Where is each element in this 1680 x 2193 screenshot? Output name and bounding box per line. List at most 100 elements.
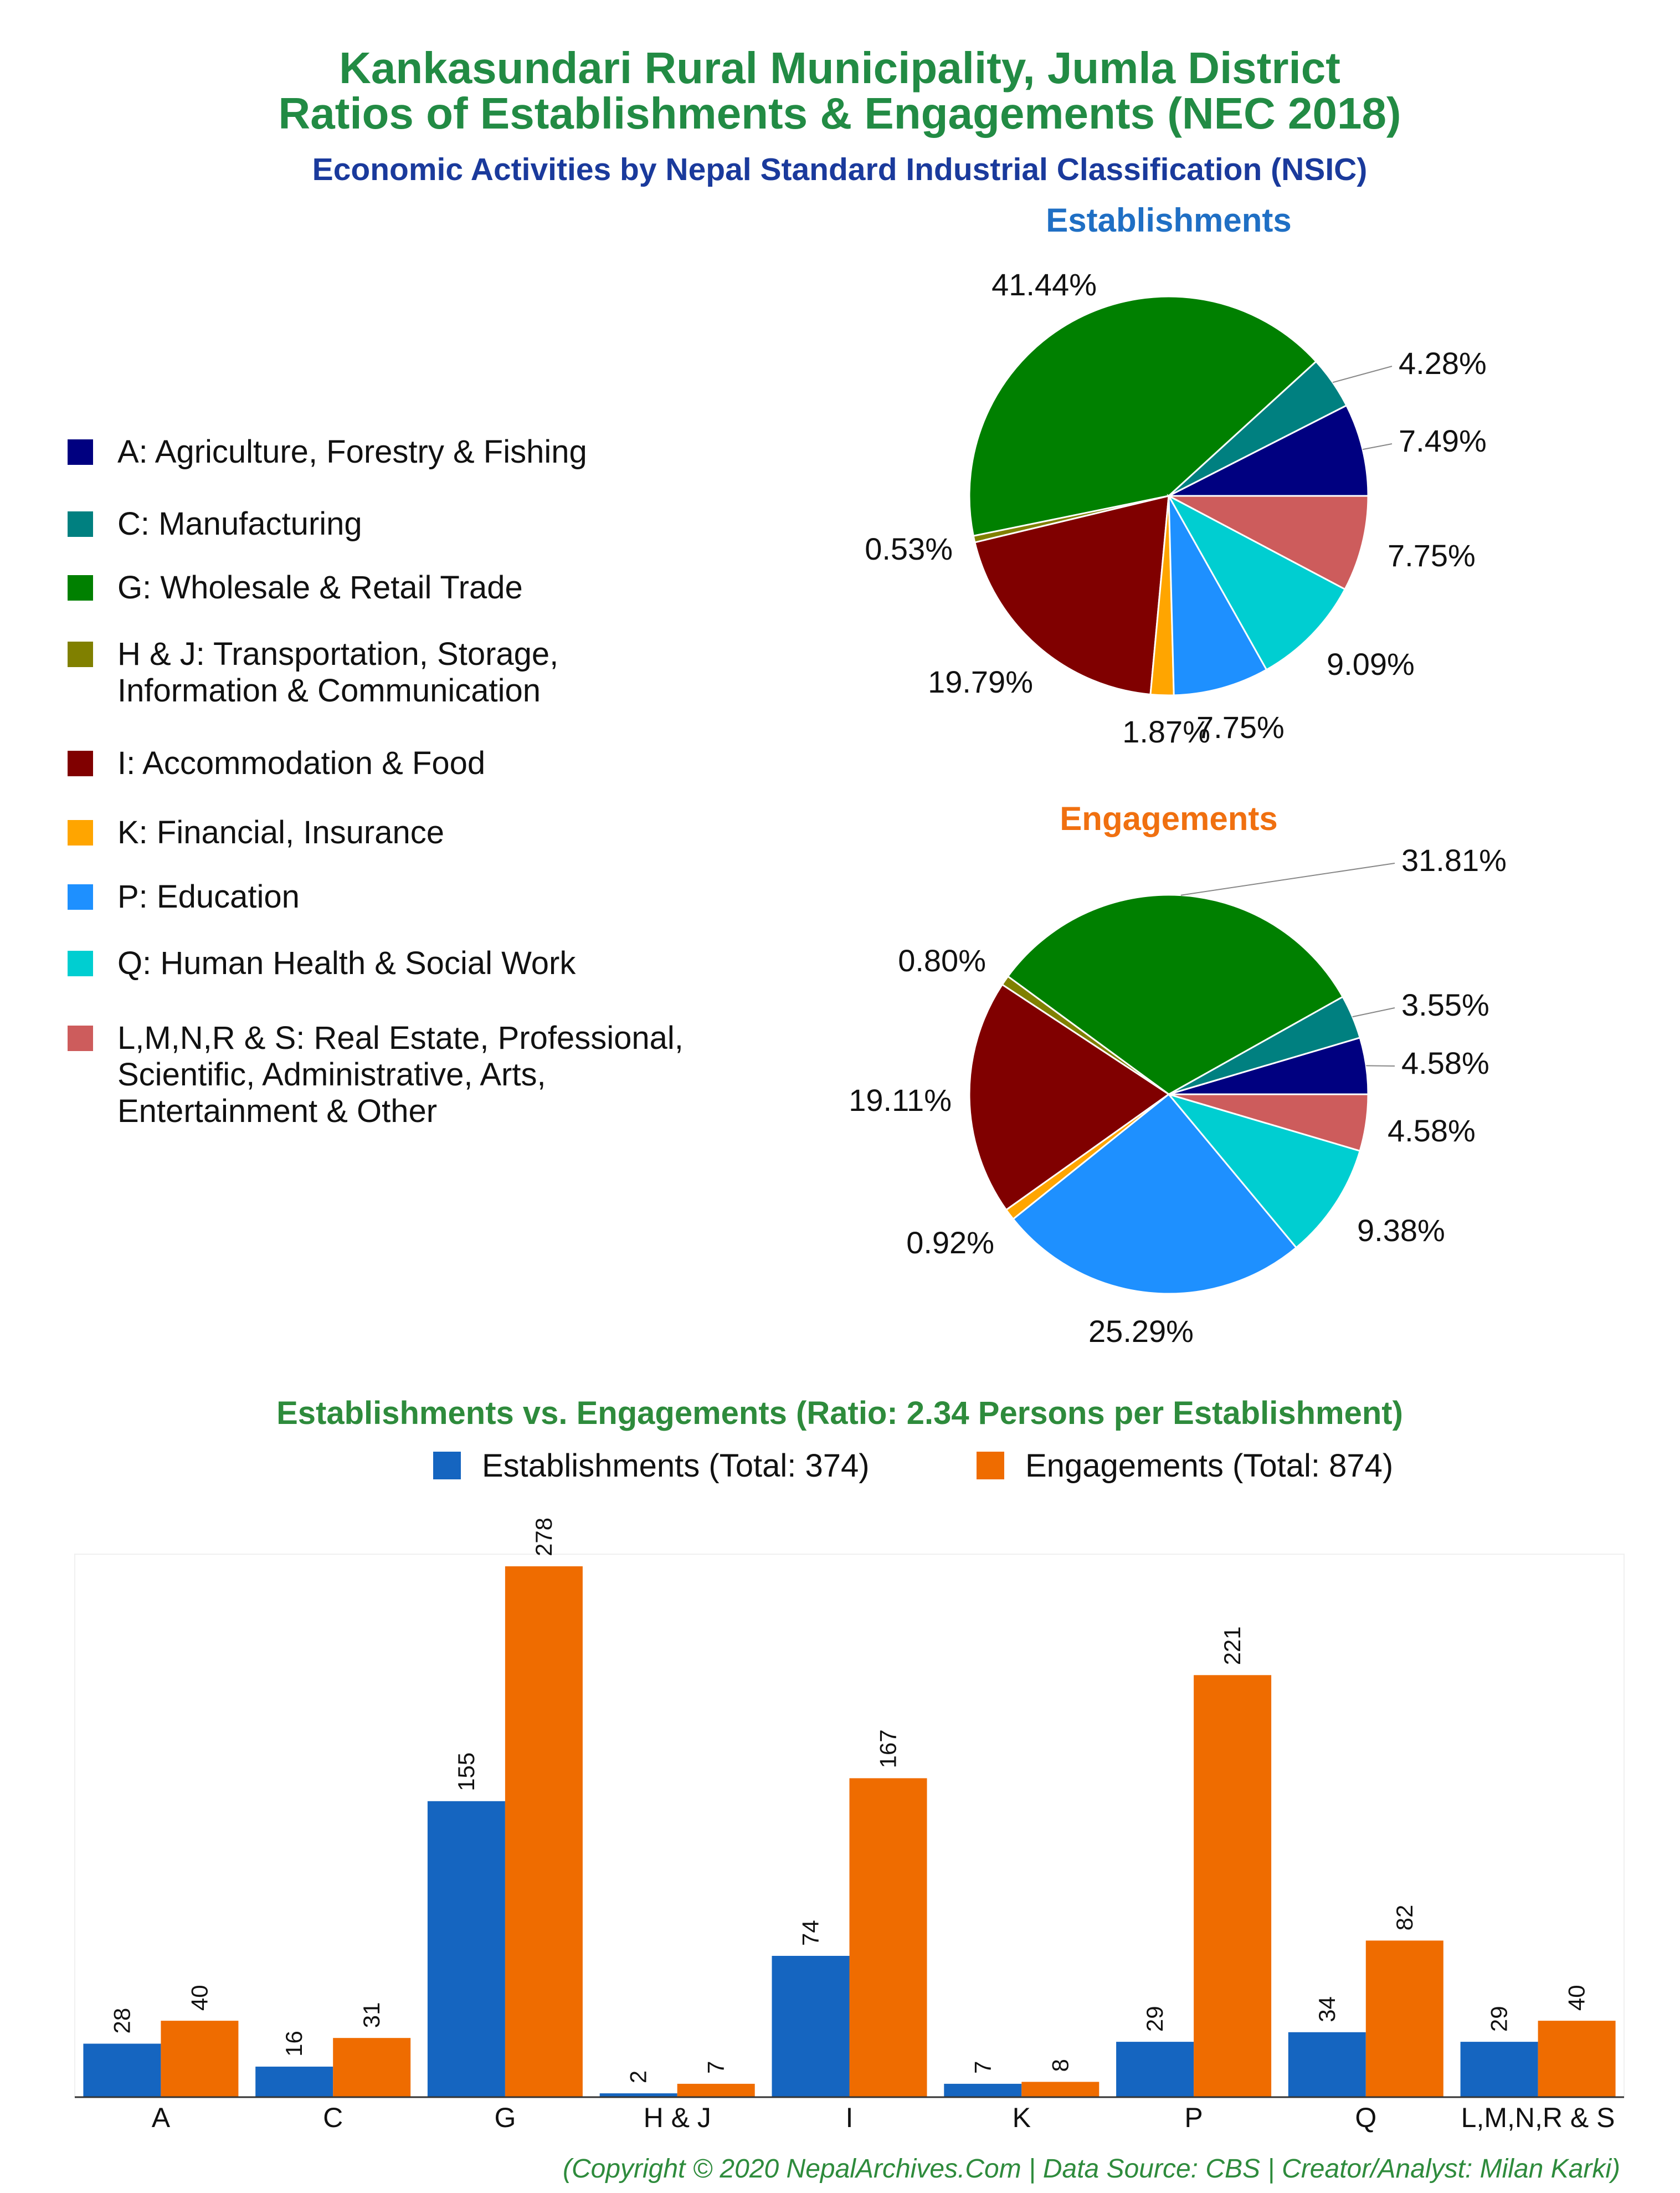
pie-slice-label: 3.55%: [1401, 987, 1489, 1022]
chart-title-line1: Kankasundari Rural Municipality, Jumla D…: [339, 43, 1340, 93]
pie-establishments: 7.49%4.28%41.44%0.53%19.79%1.87%7.75%9.0…: [865, 267, 1487, 749]
bar-value-label: 40: [1564, 1985, 1590, 2011]
pie-slice: [974, 495, 1170, 696]
legend-swatch: [68, 511, 93, 537]
legend: A: Agriculture, Forestry & Fishing C: Man…: [68, 434, 684, 1129]
bar-value-label: 16: [281, 2031, 307, 2057]
bar-value-label: 40: [186, 1985, 212, 2011]
pie-slice-label: 41.44%: [991, 267, 1097, 302]
bar: [1365, 1940, 1443, 2097]
pie-slice-label: 7.75%: [1196, 710, 1285, 745]
bar: [1460, 2042, 1538, 2097]
legend-item: K: Financial, Insurance: [68, 814, 444, 850]
legend-swatch: [68, 642, 93, 667]
bar-legend-item: Engagements (Total: 874): [977, 1448, 1393, 1484]
bar-value-label: 167: [875, 1729, 901, 1768]
bar-legend-item: Establishments (Total: 374): [433, 1448, 870, 1484]
legend-swatch: [68, 439, 93, 465]
pie-slice: [1168, 1093, 1369, 1152]
pie-slice: [1166, 1093, 1362, 1249]
legend-label: Entertainment & Other: [117, 1093, 437, 1129]
legend-label: Scientific, Administrative, Arts,: [117, 1057, 546, 1093]
legend-label: C: Manufacturing: [117, 506, 362, 542]
legend-item: H & J: Transportation, Storage,Informati…: [68, 636, 558, 709]
legend-label: I: Accommodation & Food: [117, 745, 485, 781]
pie-leader-line: [1332, 366, 1393, 383]
footer-credits: (Copyright © 2020 NepalArchives.Com | Da…: [563, 2154, 1620, 2184]
chart-subtitle: Economic Activities by Nepal Standard In…: [312, 152, 1368, 187]
pie-leader-line: [1366, 1065, 1395, 1067]
bar: [1538, 2021, 1616, 2097]
bar-legend-label: Engagements (Total: 874): [1025, 1448, 1393, 1484]
pie-engagements-title: Engagements: [1060, 800, 1277, 837]
bar-value-label: 221: [1219, 1626, 1245, 1665]
pie-slice-label: 31.81%: [1401, 843, 1507, 878]
bar: [1116, 2042, 1194, 2097]
legend-item: A: Agriculture, Forestry & Fishing: [68, 434, 587, 470]
legend-swatch: [68, 1026, 93, 1051]
bar-value-label: 2: [625, 2071, 651, 2083]
x-tick-label: A: [152, 2102, 171, 2133]
legend-item: L,M,N,R & S: Real Estate, Professional,S…: [68, 1020, 684, 1129]
pie-slice-label: 0.80%: [898, 943, 986, 978]
bar-value-label: 278: [531, 1518, 557, 1556]
pie-slice-label: 9.38%: [1357, 1213, 1445, 1248]
bar-value-label: 155: [453, 1753, 479, 1791]
pie-leader-line: [1352, 1007, 1395, 1018]
pie-slice: [1012, 1093, 1298, 1295]
legend-label: Information & Communication: [117, 673, 541, 709]
bar-legend-swatch: [977, 1452, 1004, 1479]
x-tick-label: K: [1013, 2102, 1031, 2133]
pie-slice-label: 0.92%: [906, 1225, 994, 1260]
bar-legend-swatch: [433, 1452, 461, 1479]
pie-engagements: 4.58% 3.55% 31.81% 0.80% 19.11% 0.92% 25.29% 9.…: [849, 843, 1507, 1349]
bar-chart-title: Establishments vs. Engagements (Ratio: 2…: [276, 1395, 1403, 1431]
legend-swatch: [68, 751, 93, 776]
legend-swatch: [68, 884, 93, 910]
bar-chart: 28 40 A 16 31 C 155 278 G 2 7 H & J 74 167 I 7 8 K 29 221 P 3…: [74, 1518, 1625, 2133]
x-tick-label: L,M,N,R & S: [1461, 2102, 1615, 2133]
pie-slice-label: 4.58%: [1388, 1113, 1476, 1148]
bar: [677, 2083, 755, 2097]
chart-title-line2: Ratios of Establishments & Engagements (…: [278, 89, 1401, 138]
legend-swatch: [68, 951, 93, 976]
pie-slice: [968, 295, 1318, 537]
bar-value-label: 8: [1047, 2059, 1073, 2072]
pie-leader-line: [1180, 863, 1395, 896]
legend-item: G: Wholesale & Retail Trade: [68, 570, 523, 606]
bar-value-label: 34: [1314, 1996, 1340, 2022]
pie-slice-label: 7.75%: [1388, 538, 1476, 573]
legend-label: A: Agriculture, Forestry & Fishing: [117, 434, 587, 470]
bar-value-label: 7: [703, 2061, 729, 2074]
bar-value-label: 29: [1486, 2006, 1512, 2032]
pie-slice-label: 4.58%: [1401, 1046, 1489, 1080]
legend-swatch: [68, 575, 93, 601]
pie-slice-label: 1.87%: [1122, 714, 1210, 749]
pie-establishments-title: Establishments: [1046, 202, 1291, 239]
x-tick-label: G: [494, 2102, 516, 2133]
bar-legend: Establishments (Total: 374) Engagements (…: [433, 1448, 1393, 1484]
bar: [255, 2066, 333, 2097]
legend-label: K: Financial, Insurance: [117, 814, 444, 850]
bar-value-label: 28: [109, 2008, 135, 2034]
pie-slice: [1167, 494, 1347, 671]
bar: [944, 2083, 1022, 2097]
pie-slice: [1168, 495, 1369, 591]
legend-label: H & J: Transportation, Storage,: [117, 636, 558, 672]
bar: [1194, 1675, 1272, 2097]
pie-slice-label: 0.53%: [865, 531, 953, 566]
legend-label: Q: Human Health & Social Work: [117, 945, 576, 981]
pie-slice: [1168, 495, 1268, 696]
legend-label: G: Wholesale & Retail Trade: [117, 570, 523, 606]
pie-slice-label: 19.11%: [849, 1083, 952, 1118]
legend-label: P: Education: [117, 879, 300, 915]
bar: [83, 2043, 161, 2097]
bar: [161, 2021, 239, 2097]
legend-swatch: [68, 820, 93, 846]
bar: [333, 2038, 411, 2097]
pie-slice: [968, 983, 1170, 1211]
bar-value-label: 74: [798, 1920, 824, 1946]
x-tick-label: C: [323, 2102, 343, 2133]
bar: [1021, 2082, 1100, 2097]
